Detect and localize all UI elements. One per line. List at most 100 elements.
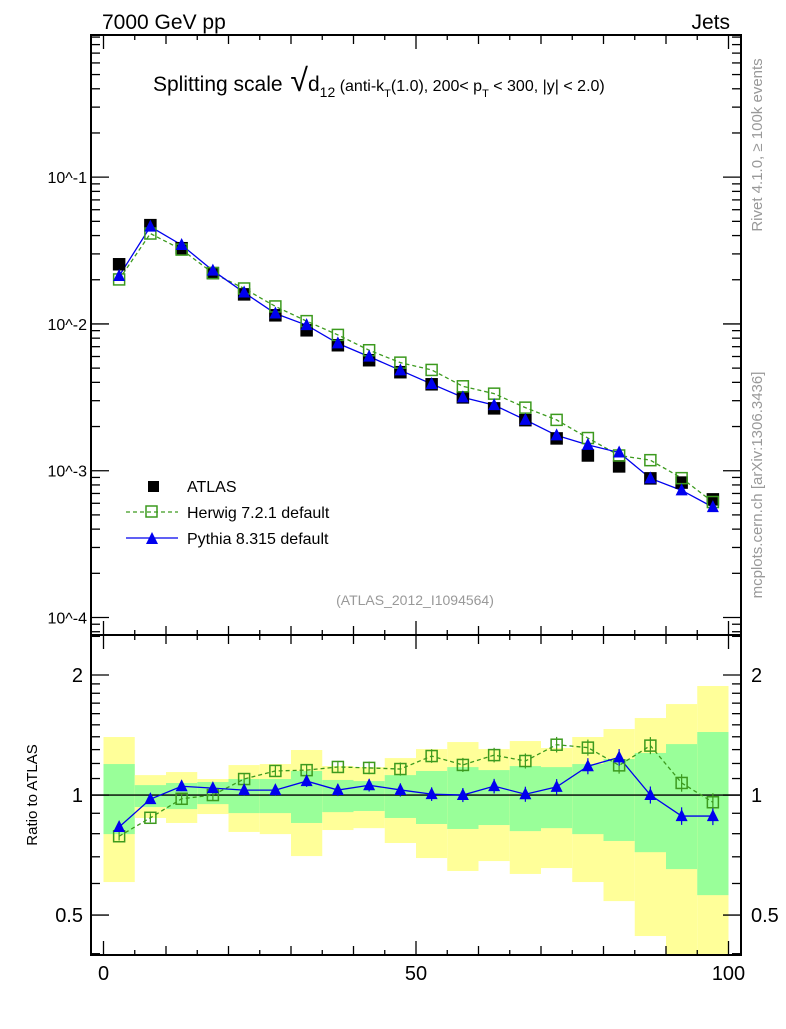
herwig-ratio-point [675, 776, 688, 790]
pythia-ratio-point [206, 781, 219, 794]
herwig-ratio-point [425, 749, 438, 763]
pythia-point [456, 390, 469, 403]
ratio-y-tick-label-right: 0.5 [751, 905, 779, 927]
legend: ATLAS Herwig 7.2.1 default Pythia 8.315 … [126, 479, 330, 548]
legend-herwig-marker [145, 505, 158, 518]
ratio-y-tick-label: 0.5 [55, 905, 83, 927]
pythia-point [644, 471, 657, 484]
herwig-ratio-point [487, 748, 501, 762]
herwig-ratio-point [237, 772, 251, 786]
sqrt-symbol: √ [290, 62, 308, 98]
rivet-label: Rivet 4.1.0, ≥ 100k events [749, 58, 766, 231]
pythia-point [206, 263, 219, 276]
legend-atlas-marker [148, 481, 159, 492]
pythia-ratio-point [456, 788, 469, 801]
beam-label: 7000 GeV pp [102, 11, 226, 34]
pythia-ratio-point [331, 783, 344, 796]
pythia-ratio-point [519, 787, 532, 800]
herwig-ratio-point [644, 739, 657, 752]
ratio-y-tick-label-right: 1 [751, 785, 762, 807]
herwig-ratio-point [550, 738, 563, 751]
herwig-point [675, 471, 688, 485]
pythia-point [394, 363, 407, 376]
herwig-point [456, 380, 470, 393]
title-cut-3: < 300, |y| < 2.0) [489, 78, 605, 95]
analysis-id: (ATLAS_2012_I1094564) [336, 592, 494, 608]
herwig-ratio-point [331, 760, 345, 774]
pythia-ratio-point [175, 779, 188, 792]
x-tick-label: 50 [405, 963, 427, 985]
herwig-point [519, 401, 532, 414]
pythia-point [519, 412, 532, 425]
pythia-point [425, 376, 438, 389]
title-sub-kt: T [384, 88, 391, 100]
legend-pythia-marker [146, 532, 158, 544]
band-stat-bin [666, 744, 698, 870]
title-sub-pt: T [482, 88, 489, 100]
y-tick-label: 10^-1 [47, 170, 87, 187]
herwig-point [425, 363, 438, 377]
band-stat-bin [478, 770, 510, 826]
pythia-ratio-point [550, 779, 563, 792]
pythia-ratio-point [425, 787, 438, 800]
title-text: Splitting scale [153, 73, 283, 96]
title-cut-2: (1.0), 200< p [391, 78, 482, 95]
pythia-ratio-point [269, 783, 282, 796]
pythia-ratio-point [363, 778, 376, 791]
band-stat-bin [572, 764, 604, 835]
mcplots-label: mcplots.cern.ch [arXiv:1306.3436] [749, 372, 766, 599]
pythia-point [113, 269, 126, 282]
pythia-ratio-point [644, 788, 657, 801]
herwig-point [487, 387, 501, 400]
pythia-point [269, 306, 282, 319]
pythia-ratio-line [118, 756, 713, 828]
pythia-ratio-point [706, 809, 719, 822]
pythia-ratio-point [488, 779, 501, 792]
pythia-point [238, 285, 251, 298]
herwig-ratio-point [519, 754, 532, 768]
pythia-ratio-point [238, 783, 251, 796]
pythia-point [581, 437, 594, 450]
pythia-ratio-point [675, 809, 688, 822]
title-d: d [308, 73, 320, 96]
y-tick-label: 10^-2 [47, 317, 87, 334]
herwig-ratio-point [706, 795, 720, 809]
herwig-point [644, 453, 657, 467]
ratio-ylabel: Ratio to ATLAS [24, 744, 41, 845]
band-stat-bin [384, 775, 416, 818]
pythia-point [613, 445, 626, 458]
pythia-ratio-point [581, 759, 594, 772]
pythia-point [300, 318, 313, 331]
herwig-ratio-point [456, 758, 470, 772]
title-d-sub: 12 [320, 84, 336, 100]
pythia-ratio-point [144, 792, 157, 805]
y-tick-label: 10^-3 [47, 464, 87, 481]
pythia-point [675, 483, 688, 496]
pythia-point [331, 336, 344, 349]
pythia-point [175, 237, 188, 250]
herwig-ratio-point [175, 792, 188, 806]
title-cut-1: (anti-k [335, 78, 385, 95]
pythia-ratio-point [394, 782, 407, 795]
pythia-point [706, 500, 719, 513]
ratio-y-tick-label-right: 2 [751, 665, 762, 687]
pythia-point [144, 219, 157, 232]
x-tick-label: 100 [712, 963, 745, 985]
herwig-point [550, 413, 563, 427]
herwig-ratio-point [581, 741, 595, 754]
herwig-ratio-point [269, 764, 282, 778]
atlas-point [112, 258, 126, 271]
herwig-ratio-point [362, 761, 376, 775]
ratio-y-tick-label: 1 [72, 785, 83, 807]
legend-atlas-label: ATLAS [187, 479, 237, 496]
y-tick-label: 10^-4 [47, 611, 87, 628]
ratio-bands [103, 686, 729, 955]
pythia-ratio-point [300, 774, 313, 787]
plot-title: Splitting scale √d12 (anti-kT(1.0), 200<… [153, 62, 605, 100]
herwig-ratio-point [394, 762, 407, 776]
herwig-ratio-point [300, 763, 313, 777]
pythia-point [550, 428, 563, 441]
